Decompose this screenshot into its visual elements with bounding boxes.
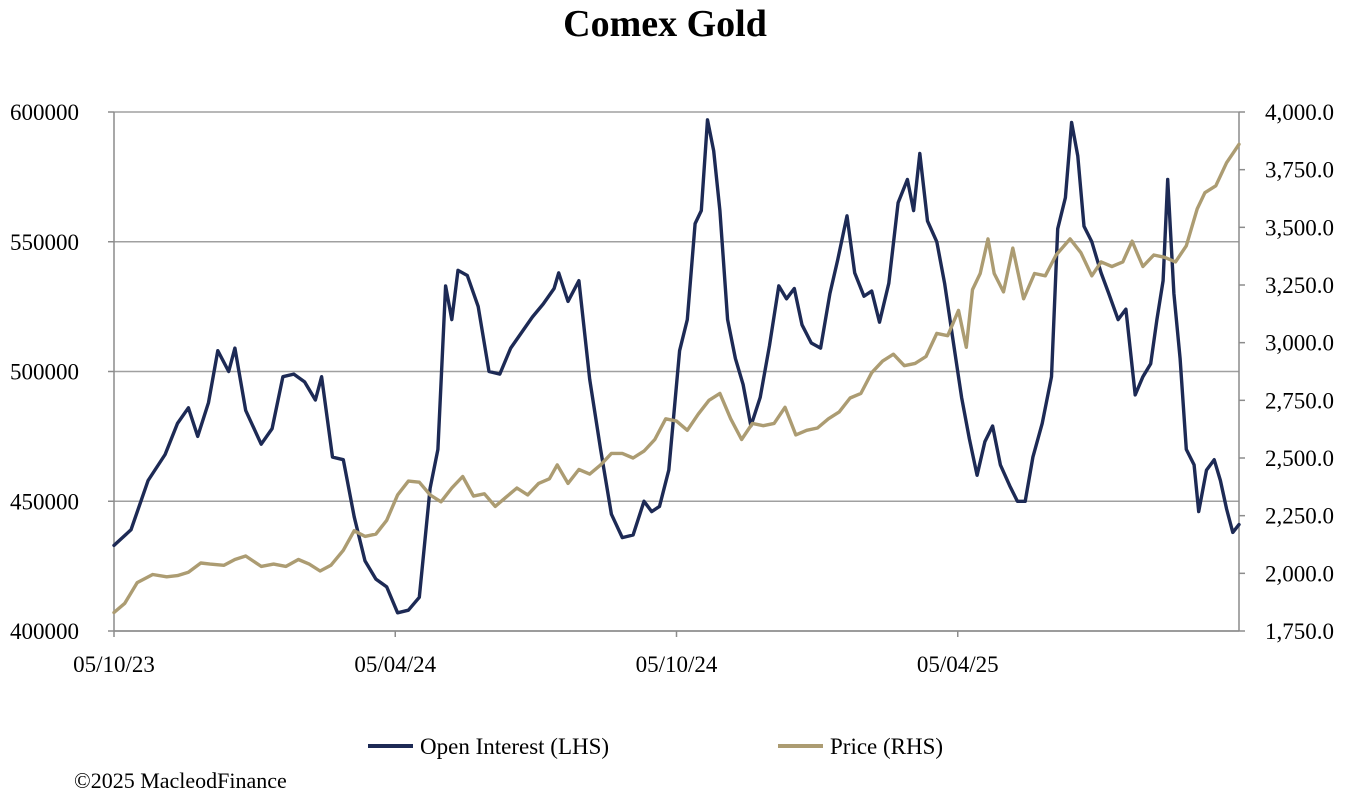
left-tick-label: 600000 <box>10 100 79 125</box>
legend: Open Interest (LHS) Price (RHS) <box>368 734 943 759</box>
legend-label: Open Interest (LHS) <box>420 734 609 759</box>
right-tick-label: 3,250.0 <box>1265 273 1334 298</box>
right-tick-label: 2,500.0 <box>1265 446 1334 471</box>
left-tick-label: 450000 <box>10 489 79 514</box>
right-tick-label: 1,750.0 <box>1265 619 1334 644</box>
series-line-open-interest <box>112 118 1241 615</box>
right-axis-ticks: 1,750.0 2,000.0 2,250.0 2,500.0 2,750.0 3,000… <box>1239 100 1334 644</box>
right-tick-label: 4,000.0 <box>1265 100 1334 125</box>
x-tick-label: 05/04/24 <box>354 652 436 677</box>
series-layer <box>112 118 1241 615</box>
right-tick-label: 2,000.0 <box>1265 561 1334 586</box>
right-tick-label: 2,250.0 <box>1265 504 1334 529</box>
left-tick-label: 400000 <box>10 619 79 644</box>
right-tick-label: 2,750.0 <box>1265 388 1334 413</box>
x-tick-label: 05/10/23 <box>73 652 155 677</box>
right-tick-label: 3,000.0 <box>1265 331 1334 356</box>
right-tick-label: 3,750.0 <box>1265 158 1334 183</box>
right-tick-label: 3,500.0 <box>1265 215 1334 240</box>
copyright-text: ©2025 MacleodFinance <box>74 768 287 793</box>
left-tick-label: 500000 <box>10 360 79 385</box>
chart-title: Comex Gold <box>563 3 767 45</box>
x-axis-ticks: 05/10/23 05/04/24 05/10/24 05/04/25 <box>73 631 999 677</box>
x-tick-label: 05/10/24 <box>636 652 718 677</box>
series-line-price <box>112 142 1241 615</box>
legend-label: Price (RHS) <box>830 734 943 759</box>
x-tick-label: 05/04/25 <box>917 652 999 677</box>
left-tick-label: 550000 <box>10 230 79 255</box>
left-axis-ticks: 400000 450000 500000 550000 600000 <box>10 100 114 644</box>
